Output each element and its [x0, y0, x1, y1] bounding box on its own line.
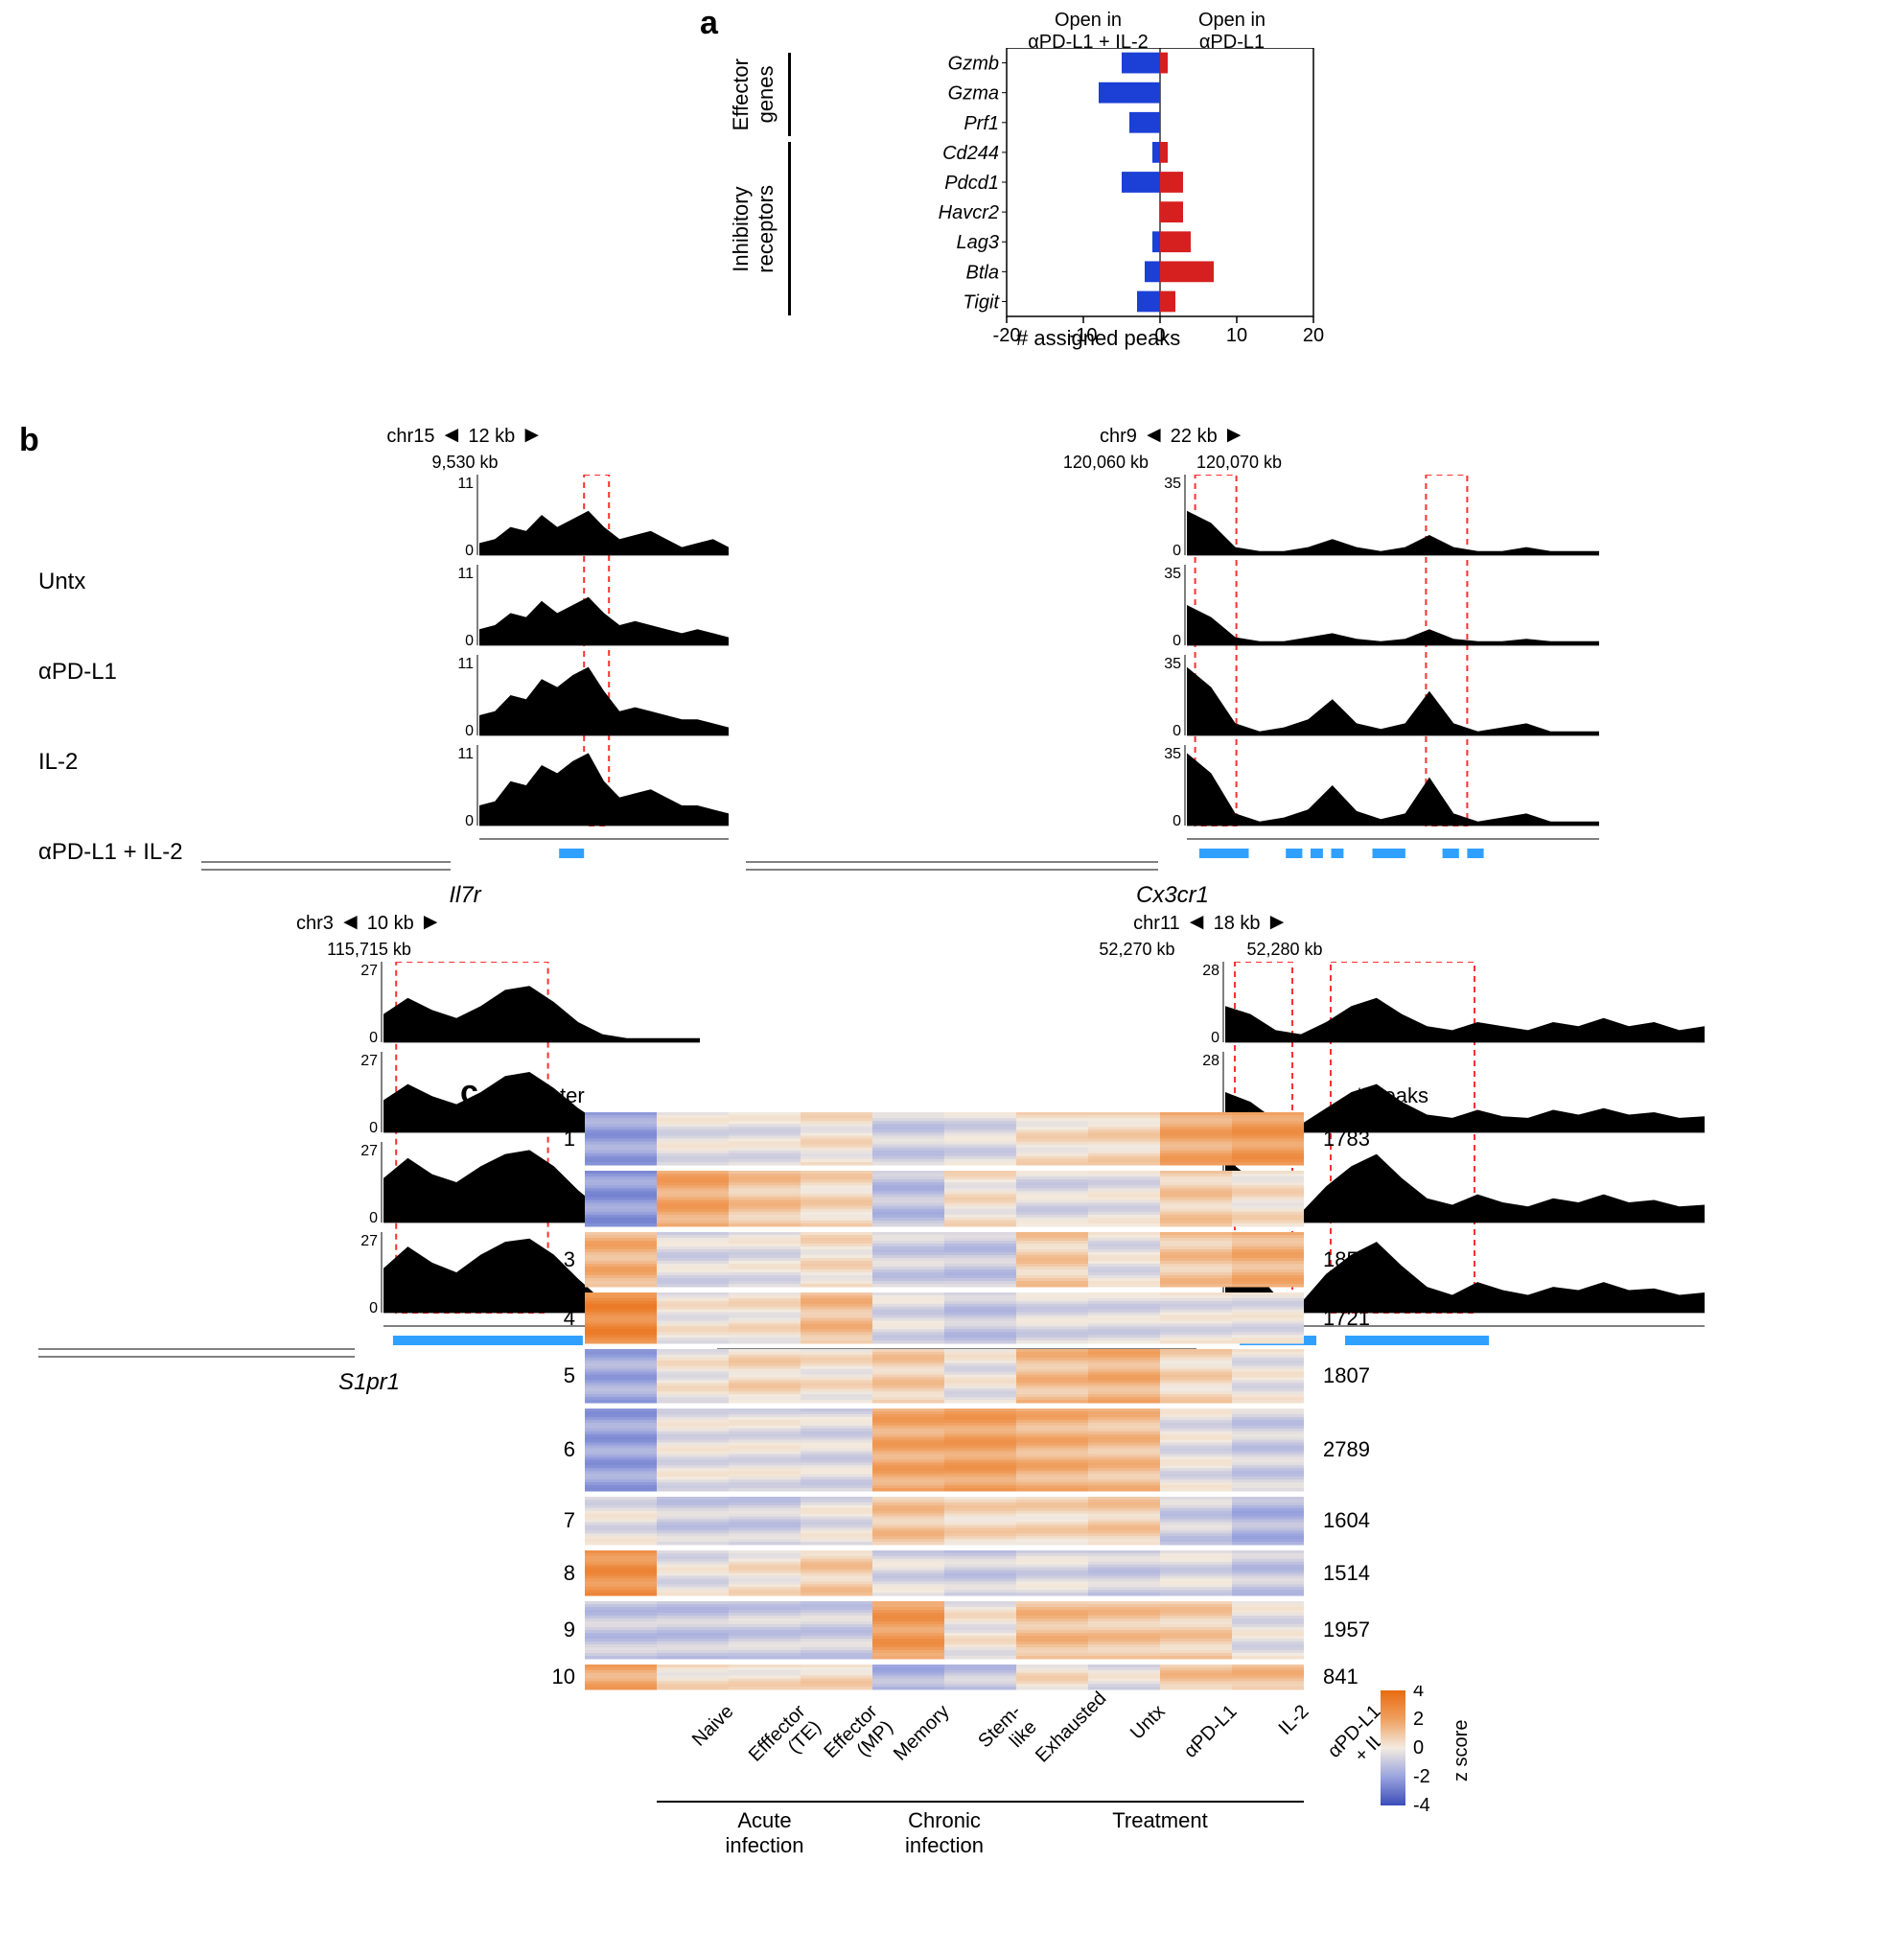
svg-text:0: 0	[369, 1210, 378, 1226]
panel-a: -20-1001020GzmbGzmaPrf1Cd244Pdcd1Havcr2L…	[729, 10, 1400, 355]
panel-a-label: a	[700, 5, 718, 42]
svg-text:Lag3: Lag3	[957, 232, 1000, 253]
svg-text:z score: z score	[1451, 1720, 1472, 1781]
panel-a-chart: -20-1001020GzmbGzmaPrf1Cd244Pdcd1Havcr2L…	[892, 48, 1352, 345]
svg-text:0: 0	[1173, 633, 1181, 649]
svg-text:35: 35	[1164, 746, 1181, 762]
svg-text:0: 0	[1211, 1030, 1219, 1046]
svg-text:11: 11	[457, 656, 474, 672]
svg-text:10: 10	[1226, 325, 1247, 345]
panel-b: UntxαPD-L1IL-2αPD-L1 + IL-2chr15 ◄ 12 kb…	[38, 422, 1860, 1016]
svg-text:27: 27	[360, 963, 378, 979]
panel-a-groups: Effector genesInhibitory receptors	[729, 50, 801, 318]
track-row-labels: UntxαPD-L1IL-2αPD-L1 + IL-2	[38, 537, 201, 897]
svg-text:20: 20	[1303, 325, 1324, 345]
svg-text:27: 27	[360, 1053, 378, 1069]
svg-text:-4: -4	[1413, 1795, 1430, 1816]
svg-text:0: 0	[369, 1300, 378, 1316]
svg-text:28: 28	[1202, 963, 1219, 979]
svg-text:Prf1: Prf1	[964, 113, 999, 134]
svg-text:0: 0	[1173, 723, 1181, 739]
svg-text:27: 27	[360, 1143, 378, 1159]
cluster-numbers: 12345678910	[546, 1112, 575, 1695]
svg-text:4: 4	[1413, 1686, 1424, 1701]
panel-c: Cluster # peaks 12345678910 1783189018521…	[441, 1083, 1496, 1927]
svg-text:35: 35	[1164, 656, 1181, 672]
svg-text:0: 0	[1173, 813, 1181, 829]
svg-text:Btla: Btla	[966, 262, 999, 283]
svg-text:Cd244: Cd244	[942, 143, 999, 164]
svg-text:Pdcd1: Pdcd1	[944, 173, 999, 194]
svg-text:27: 27	[360, 1233, 378, 1249]
svg-text:0: 0	[1173, 543, 1181, 559]
svg-text:11: 11	[457, 476, 474, 492]
heatmap-legend: 4 2 0 -2 -4 z score	[1381, 1686, 1505, 1834]
svg-text:Gzmb: Gzmb	[948, 54, 999, 75]
svg-text:Tigit: Tigit	[963, 291, 1000, 313]
heatmap	[585, 1112, 1304, 1695]
svg-text:0: 0	[369, 1030, 378, 1046]
svg-text:Havcr2: Havcr2	[939, 202, 999, 223]
heatmap-title-cluster: Cluster	[518, 1083, 585, 1108]
svg-text:11: 11	[457, 746, 474, 762]
locus-Il7r: chr15 ◄ 12 kb ►9,530 kb110110110110Il7r	[201, 422, 729, 909]
panel-a-xlabel: # assigned peaks	[1016, 326, 1180, 351]
svg-text:2: 2	[1413, 1709, 1424, 1730]
svg-text:28: 28	[1202, 1053, 1219, 1069]
locus-Cx3cr1: chr9 ◄ 22 kb ►120,060 kb 120,070 kb35035…	[746, 422, 1599, 909]
svg-text:0: 0	[1413, 1737, 1424, 1758]
svg-text:0: 0	[465, 813, 474, 829]
svg-text:11: 11	[457, 566, 474, 582]
panel-b-label: b	[19, 422, 39, 459]
svg-text:0: 0	[369, 1120, 378, 1136]
peak-numbers: 178318901852172118072789160415141957841	[1323, 1112, 1370, 1695]
svg-text:0: 0	[465, 723, 474, 739]
svg-text:0: 0	[465, 633, 474, 649]
heatmap-title-peaks: # peaks	[1355, 1083, 1428, 1108]
svg-text:35: 35	[1164, 476, 1181, 492]
svg-text:35: 35	[1164, 566, 1181, 582]
panel-a-titles: Open in αPD-L1 + IL-2Open in αPD-L1	[1016, 10, 1304, 54]
svg-text:Gzma: Gzma	[948, 83, 999, 105]
figure-root: a -20-1001020GzmbGzmaPrf1Cd244Pdcd1Havcr…	[0, 0, 1904, 1956]
svg-text:-2: -2	[1413, 1766, 1430, 1787]
svg-text:0: 0	[465, 543, 474, 559]
